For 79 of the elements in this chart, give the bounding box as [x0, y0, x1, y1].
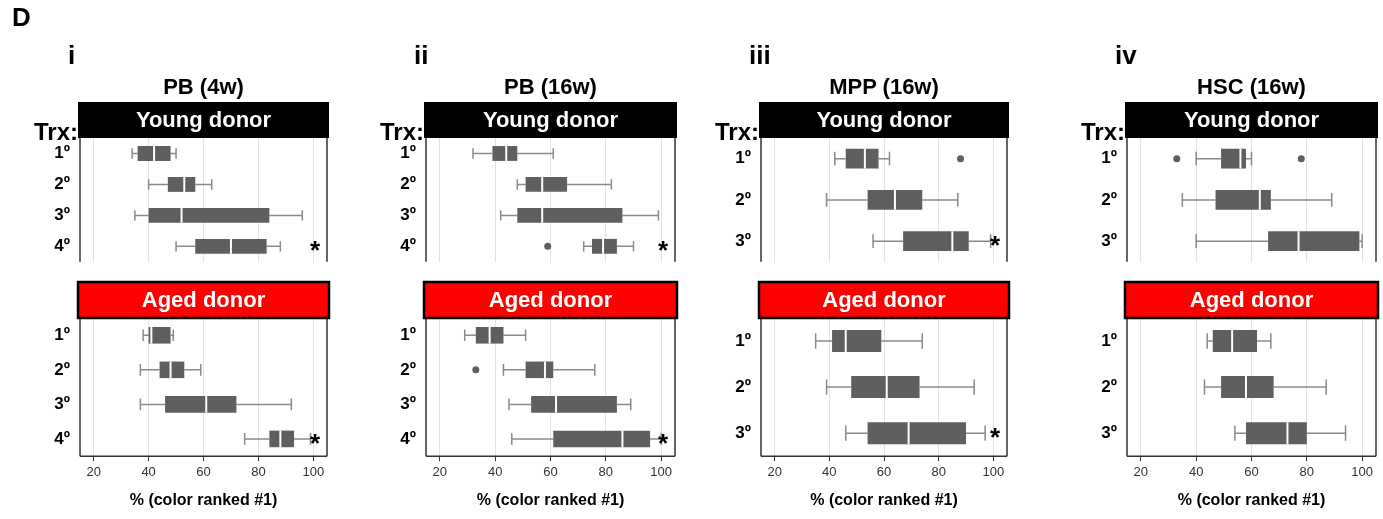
x-tick-label: 60	[876, 463, 892, 479]
y-tick-label: 2º	[400, 174, 416, 194]
text: i	[68, 40, 76, 71]
x-tick-label: 60	[1244, 463, 1259, 479]
x-tick-label: 60	[543, 463, 558, 479]
y-tick-label: 1º	[54, 324, 70, 344]
y-tick-label: 4º	[400, 428, 416, 448]
x-axis-title: % (color ranked #1)	[129, 490, 278, 508]
x-tick-label: 100	[650, 463, 673, 479]
y-tick-label: 3º	[735, 230, 751, 250]
chart-title: HSC (16w)	[1196, 74, 1307, 100]
y-tick-label: 1º	[400, 324, 416, 344]
y-tick-label: 1º	[735, 330, 751, 350]
x-tick-label: 20	[432, 463, 448, 479]
chart-title: PB (16w)	[503, 74, 598, 100]
y-tick-label: 1º	[1101, 148, 1117, 168]
annotation: *	[989, 422, 1001, 453]
x-tick-label: 40	[822, 463, 837, 479]
y-axis-title: Trx:	[714, 118, 759, 145]
y-tick-label: 2º	[1101, 376, 1117, 396]
y-tick-label: 3º	[400, 394, 416, 414]
x-tick-label: 60	[196, 463, 211, 479]
y-tick-label: 2º	[54, 359, 70, 379]
x-tick-label: 20	[1133, 463, 1149, 479]
y-tick-label: 2º	[735, 376, 751, 396]
y-tick-label: 1º	[54, 143, 70, 163]
y-tick-label: 1º	[735, 148, 751, 168]
y-tick-label: 3º	[1101, 422, 1117, 442]
chart-subtitle: Young donor	[1183, 107, 1320, 133]
annotation: *	[309, 428, 321, 459]
y-tick-label: 4º	[54, 428, 70, 448]
x-tick-label: 40	[1188, 463, 1204, 479]
y-axis-title: Trx:	[1080, 118, 1125, 145]
y-tick-label: 3º	[735, 422, 751, 442]
x-axis-title: % (color ranked #1)	[810, 490, 958, 508]
x-axis-title: % (color ranked #1)	[476, 490, 625, 508]
y-tick-label: 3º	[54, 205, 70, 225]
text: D	[12, 2, 31, 33]
annotation: *	[989, 230, 1001, 261]
y-tick-label: 3º	[1101, 230, 1117, 250]
y-tick-label: 4º	[54, 236, 70, 256]
chart-title: MPP (16w)	[828, 74, 940, 100]
x-axis-title: % (color ranked #1)	[1177, 490, 1326, 508]
x-tick-label: 80	[598, 463, 614, 479]
chart-subtitle: Young donor	[482, 107, 619, 133]
chart-subtitle: Young donor	[816, 107, 953, 133]
chart-subtitle: Aged donor	[822, 287, 947, 313]
x-tick-label: 100	[302, 463, 325, 479]
chart-title: PB (4w)	[162, 74, 245, 100]
x-tick-label: 100	[1351, 463, 1374, 479]
chart-subtitle: Aged donor	[1189, 287, 1314, 313]
x-tick-label: 80	[251, 463, 266, 479]
y-tick-label: 4º	[400, 236, 416, 256]
y-tick-label: 3º	[400, 205, 416, 225]
chart-subtitle: Aged donor	[488, 287, 613, 313]
y-tick-label: 1º	[1101, 330, 1117, 350]
chart-subtitle: Aged donor	[141, 287, 266, 313]
annotation: *	[657, 428, 669, 459]
y-axis-title: Trx:	[33, 118, 78, 145]
y-tick-label: 2º	[400, 359, 416, 379]
text: ii	[414, 40, 429, 71]
y-tick-label: 3º	[54, 394, 70, 414]
y-tick-label: 2º	[1101, 189, 1117, 209]
x-tick-label: 40	[487, 463, 503, 479]
y-tick-label: 2º	[54, 174, 70, 194]
x-tick-label: 100	[982, 463, 1005, 479]
x-tick-label: 20	[767, 463, 782, 479]
x-tick-label: 20	[86, 463, 101, 479]
y-tick-label: 2º	[735, 189, 751, 209]
y-axis-title: Trx:	[379, 118, 424, 145]
x-tick-label: 80	[931, 463, 946, 479]
annotation: *	[309, 235, 321, 266]
chart-subtitle: Young donor	[135, 107, 272, 133]
x-tick-label: 40	[141, 463, 156, 479]
x-tick-label: 80	[1299, 463, 1315, 479]
annotation: *	[657, 235, 669, 266]
text: iv	[1115, 40, 1137, 71]
text: iii	[749, 40, 771, 71]
y-tick-label: 1º	[400, 143, 416, 163]
